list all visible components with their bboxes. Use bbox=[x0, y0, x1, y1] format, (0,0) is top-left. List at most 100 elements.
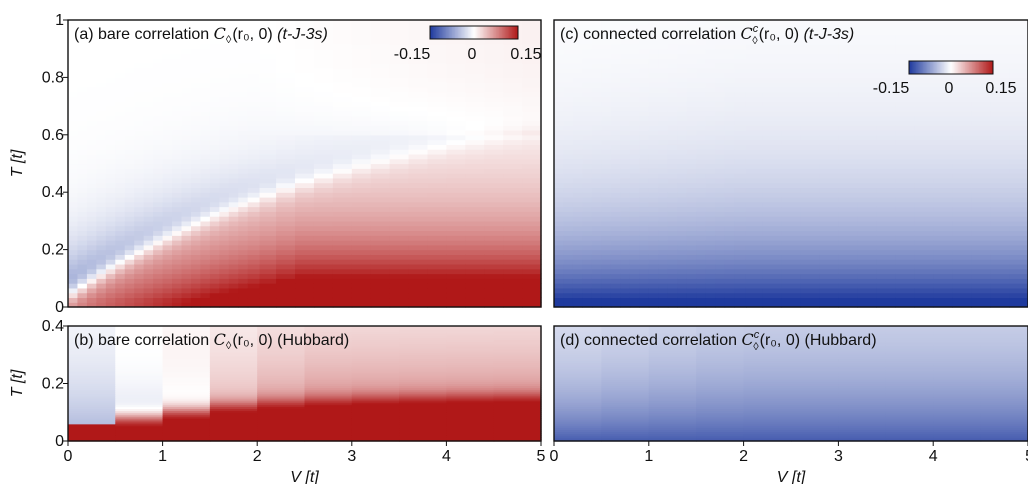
heatmap-cell bbox=[105, 82, 116, 88]
heatmap-cell bbox=[259, 302, 277, 308]
heatmap-cell bbox=[591, 302, 602, 308]
heatmap-cell bbox=[484, 268, 504, 275]
heatmap-cell bbox=[295, 292, 315, 299]
heatmap-cell bbox=[658, 168, 669, 174]
heatmap-cell bbox=[554, 53, 565, 59]
heatmap-cell bbox=[686, 235, 697, 241]
heatmap-cell bbox=[971, 173, 991, 179]
heatmap-cell bbox=[563, 139, 574, 145]
heatmap-cell bbox=[446, 235, 466, 241]
heatmap-cell bbox=[745, 120, 764, 126]
heatmap-cell bbox=[522, 206, 542, 212]
heatmap-cell bbox=[190, 106, 202, 112]
heatmap-cell bbox=[493, 412, 542, 415]
heatmap-cell bbox=[819, 125, 839, 131]
heatmap-cell bbox=[838, 96, 858, 102]
heatmap-cell bbox=[629, 139, 640, 145]
heatmap-cell bbox=[332, 58, 353, 64]
heatmap-cell bbox=[800, 216, 821, 222]
heatmap-cell bbox=[572, 153, 584, 160]
heatmap-cell bbox=[77, 302, 88, 308]
heatmap-cell bbox=[200, 287, 211, 294]
heatmap-cell bbox=[257, 362, 306, 365]
heatmap-cell bbox=[332, 240, 353, 246]
heatmap-cell bbox=[115, 370, 164, 373]
heatmap-cell bbox=[399, 349, 447, 352]
heatmap-cell bbox=[399, 372, 447, 375]
heatmap-cell bbox=[838, 67, 858, 74]
heatmap-cell bbox=[228, 134, 239, 141]
heatmap-cell bbox=[639, 216, 650, 222]
heatmap-cell bbox=[276, 86, 296, 93]
heatmap-cell bbox=[762, 158, 783, 165]
heatmap-cell bbox=[572, 254, 584, 260]
heatmap-cell bbox=[446, 240, 466, 246]
heatmap-cell bbox=[162, 67, 173, 74]
heatmap-cell bbox=[734, 297, 747, 303]
heatmap-cell bbox=[247, 177, 261, 184]
heatmap-cell bbox=[219, 287, 230, 294]
heatmap-cell bbox=[658, 240, 669, 246]
heatmap-cell bbox=[370, 263, 391, 270]
heatmap-cell bbox=[172, 273, 183, 279]
heatmap-cell bbox=[800, 177, 821, 184]
heatmap-cell bbox=[629, 168, 640, 174]
heatmap-cell bbox=[190, 77, 202, 83]
heatmap-cell bbox=[724, 163, 735, 169]
heatmap-cell bbox=[200, 192, 211, 198]
heatmap-cell bbox=[77, 29, 88, 35]
colorbar-swatch bbox=[434, 26, 437, 39]
heatmap-cell bbox=[648, 201, 659, 208]
heatmap-cell bbox=[153, 283, 164, 289]
heatmap-cell bbox=[257, 339, 306, 342]
heatmap-cell bbox=[1009, 192, 1028, 198]
heatmap-cell bbox=[503, 134, 523, 141]
heatmap-cell bbox=[554, 254, 565, 260]
heatmap-cell bbox=[313, 77, 334, 83]
heatmap-cell bbox=[86, 20, 97, 26]
heatmap-cell bbox=[629, 144, 640, 150]
heatmap-cell bbox=[247, 139, 261, 145]
heatmap-cell bbox=[181, 287, 192, 294]
heatmap-cell bbox=[408, 20, 429, 26]
heatmap-cell bbox=[745, 158, 764, 165]
heatmap-cell bbox=[190, 240, 202, 246]
heatmap-cell bbox=[389, 120, 410, 126]
heatmap-cell bbox=[370, 206, 391, 212]
heatmap-cell bbox=[105, 287, 116, 294]
heatmap-cell bbox=[259, 211, 277, 217]
heatmap-cell bbox=[209, 196, 220, 203]
heatmap-cell bbox=[162, 406, 211, 410]
heatmap-cell bbox=[734, 230, 747, 236]
heatmap-cell bbox=[724, 134, 735, 141]
heatmap-cell bbox=[257, 433, 306, 436]
heatmap-cell bbox=[465, 235, 485, 241]
heatmap-cell bbox=[181, 249, 192, 255]
heatmap-cell bbox=[484, 192, 504, 198]
heatmap-cell bbox=[800, 130, 821, 136]
heatmap-cell bbox=[351, 211, 372, 217]
colorbar-swatch bbox=[444, 26, 447, 39]
heatmap-cell bbox=[503, 283, 523, 289]
heatmap-cell bbox=[351, 398, 400, 402]
heatmap-cell bbox=[257, 343, 306, 346]
heatmap-cell bbox=[857, 278, 877, 284]
title-superscript: c bbox=[753, 23, 759, 35]
heatmap-cell bbox=[933, 273, 953, 279]
heatmap-cell bbox=[238, 134, 249, 141]
heatmap-cell bbox=[658, 211, 669, 217]
heatmap-cell bbox=[124, 63, 135, 69]
heatmap-cell bbox=[96, 225, 107, 232]
heatmap-cell bbox=[295, 273, 315, 279]
heatmap-cell bbox=[143, 115, 154, 122]
heatmap-cell bbox=[554, 120, 565, 126]
heatmap-cell bbox=[86, 278, 97, 284]
heatmap-cell bbox=[134, 82, 145, 88]
heatmap-cell bbox=[389, 67, 410, 74]
heatmap-cell bbox=[582, 96, 593, 102]
heatmap-cell bbox=[408, 139, 429, 145]
heatmap-cell bbox=[351, 360, 400, 364]
heatmap-cell bbox=[190, 72, 202, 78]
heatmap-cell bbox=[153, 134, 164, 141]
heatmap-cell bbox=[933, 96, 953, 102]
